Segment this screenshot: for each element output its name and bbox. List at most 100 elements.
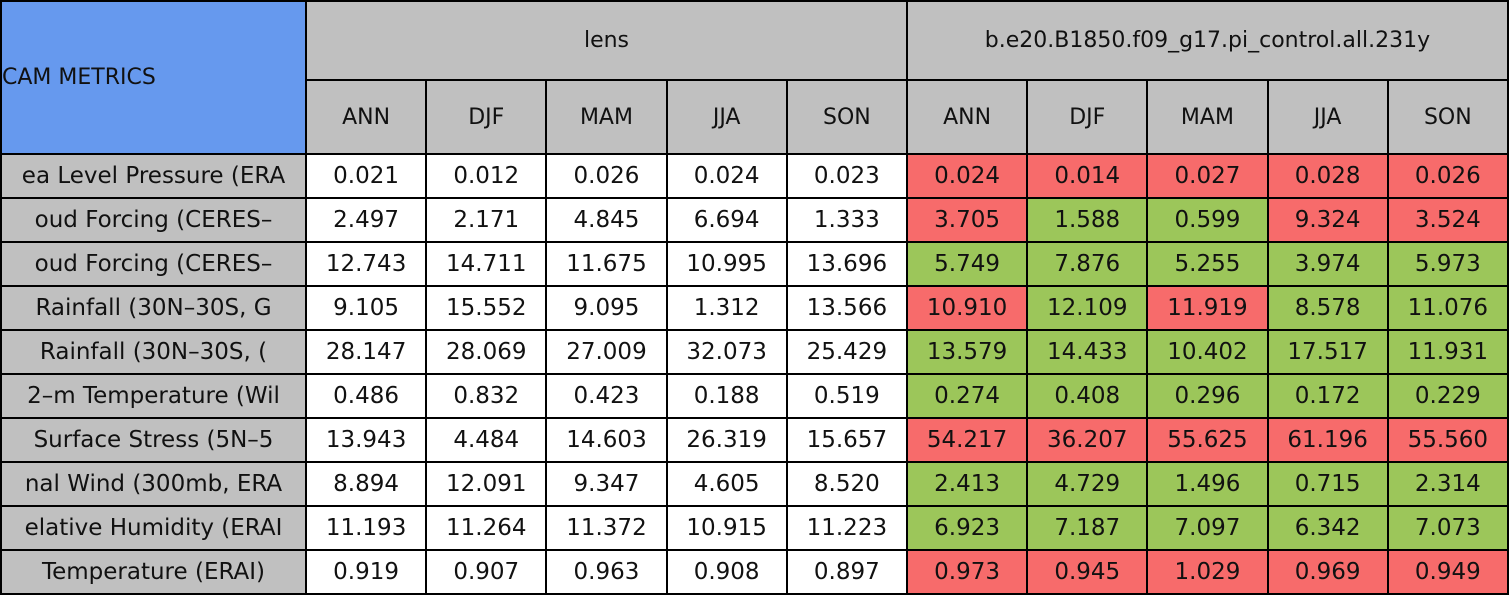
metric-cell: 13.696	[785, 241, 908, 287]
metric-cell: 3.705	[905, 197, 1029, 243]
metric-cell: 0.188	[665, 373, 788, 419]
metric-cell: 0.599	[1146, 197, 1269, 243]
metric-cell: 0.486	[304, 373, 428, 419]
metric-cell: 4.484	[425, 417, 548, 463]
row-label: Rainfall (30N–30S, G	[0, 285, 307, 331]
metric-cell: 13.566	[785, 285, 908, 331]
metric-cell: 2.314	[1386, 461, 1509, 507]
row-label: Temperature (ERAI)	[0, 549, 307, 595]
group-header: b.e20.B1850.f09_g17.pi_control.all.231y	[905, 0, 1509, 81]
metric-cell: 27.009	[545, 329, 668, 375]
metric-cell: 2.497	[304, 197, 428, 243]
metric-cell: 4.729	[1026, 461, 1149, 507]
metric-cell: 0.172	[1266, 373, 1389, 419]
metric-cell: 0.024	[665, 153, 788, 199]
row-label: nal Wind (300mb, ERA	[0, 461, 307, 507]
data-row: oud Forcing (CERES– 12.743 14.711 11.675 10.…	[0, 241, 1509, 287]
season-header: JJA	[665, 79, 788, 155]
row-label: 2–m Temperature (Wil	[0, 373, 307, 419]
metric-cell: 11.372	[545, 505, 668, 551]
metric-cell: 11.193	[304, 505, 428, 551]
season-header: MAM	[545, 79, 668, 155]
row-label: ea Level Pressure (ERA	[0, 153, 307, 199]
metric-cell: 0.949	[1386, 549, 1509, 595]
data-row: Rainfall (30N–30S, G 9.105 15.552 9.095 1.31…	[0, 285, 1509, 331]
metric-cell: 1.588	[1026, 197, 1149, 243]
season-header: ANN	[304, 79, 428, 155]
metric-cell: 11.076	[1386, 285, 1509, 331]
metric-cell: 6.923	[905, 505, 1029, 551]
metric-cell: 12.109	[1026, 285, 1149, 331]
metric-cell: 0.023	[785, 153, 908, 199]
season-row: ANN DJF MAM JJA SON ANN DJF MAM JJA SON	[1, 79, 1509, 155]
metric-cell: 3.974	[1266, 241, 1389, 287]
metric-cell: 0.832	[425, 373, 548, 419]
metric-cell: 0.945	[1026, 549, 1149, 595]
metric-cell: 7.097	[1146, 505, 1269, 551]
metric-cell: 0.026	[545, 153, 668, 199]
metric-cell: 0.715	[1266, 461, 1389, 507]
row-label: oud Forcing (CERES–	[0, 241, 307, 287]
metric-cell: 4.845	[545, 197, 668, 243]
metric-cell: 0.027	[1146, 153, 1269, 199]
metric-cell: 0.024	[905, 153, 1029, 199]
row-label: Rainfall (30N–30S, (	[0, 329, 307, 375]
metric-cell: 14.711	[425, 241, 548, 287]
metric-cell: 10.915	[665, 505, 788, 551]
metric-cell: 55.560	[1386, 417, 1509, 463]
metrics-table: CAM METRICS lens b.e20.B1850.f09_g17.pi_co…	[0, 0, 1509, 595]
metric-cell: 11.264	[425, 505, 548, 551]
metric-cell: 28.069	[425, 329, 548, 375]
metric-cell: 17.517	[1266, 329, 1389, 375]
metric-cell: 11.223	[785, 505, 908, 551]
group-header: lens	[305, 0, 908, 81]
metric-cell: 55.625	[1146, 417, 1269, 463]
metric-cell: 0.296	[1146, 373, 1269, 419]
season-header: ANN	[905, 79, 1029, 155]
data-row: oud Forcing (CERES– 2.497 2.171 4.845 6.694 1…	[0, 197, 1509, 243]
metric-cell: 0.973	[905, 549, 1029, 595]
metric-cell: 5.255	[1146, 241, 1269, 287]
metric-cell: 0.969	[1266, 549, 1389, 595]
data-row: Temperature (ERAI) 0.919 0.907 0.963 0.908 0.…	[0, 549, 1509, 595]
metric-cell: 0.229	[1386, 373, 1509, 419]
metric-cell: 7.876	[1026, 241, 1149, 287]
metric-cell: 8.578	[1266, 285, 1389, 331]
metric-cell: 10.910	[905, 285, 1029, 331]
metric-cell: 5.973	[1386, 241, 1509, 287]
metric-cell: 0.014	[1026, 153, 1149, 199]
metric-cell: 0.907	[425, 549, 548, 595]
data-row: Rainfall (30N–30S, (28.147 28.069 27.009 32…	[0, 329, 1509, 375]
header-row: CAM METRICS lens b.e20.B1850.f09_g17.pi_co…	[0, 0, 1509, 155]
metric-cell: 7.073	[1386, 505, 1509, 551]
metric-cell: 13.943	[304, 417, 428, 463]
metric-cell: 1.333	[785, 197, 908, 243]
metric-cell: 10.402	[1146, 329, 1269, 375]
metric-cell: 15.657	[785, 417, 908, 463]
metric-cell: 28.147	[304, 329, 428, 375]
data-row: elative Humidity (ERAI 11.193 11.264 11.372…	[0, 505, 1509, 551]
metric-cell: 8.894	[304, 461, 428, 507]
metric-cell: 0.408	[1026, 373, 1149, 419]
metric-cell: 25.429	[785, 329, 908, 375]
metric-cell: 10.995	[665, 241, 788, 287]
metric-cell: 61.196	[1266, 417, 1389, 463]
metric-cell: 11.931	[1386, 329, 1509, 375]
season-header: JJA	[1266, 79, 1389, 155]
metric-cell: 9.347	[545, 461, 668, 507]
metric-cell: 3.524	[1386, 197, 1509, 243]
metric-cell: 2.413	[905, 461, 1029, 507]
metric-cell: 8.520	[785, 461, 908, 507]
metric-cell: 26.319	[665, 417, 788, 463]
metric-cell: 36.207	[1026, 417, 1149, 463]
data-row: Surface Stress (5N–5 13.943 4.484 14.603 26.…	[0, 417, 1509, 463]
metric-cell: 12.091	[425, 461, 548, 507]
metric-cell: 0.423	[545, 373, 668, 419]
metric-cell: 6.694	[665, 197, 788, 243]
metric-cell: 9.095	[545, 285, 668, 331]
metric-cell: 9.324	[1266, 197, 1389, 243]
metric-cell: 0.028	[1266, 153, 1389, 199]
metric-cell: 1.312	[665, 285, 788, 331]
metric-cell: 0.919	[304, 549, 428, 595]
